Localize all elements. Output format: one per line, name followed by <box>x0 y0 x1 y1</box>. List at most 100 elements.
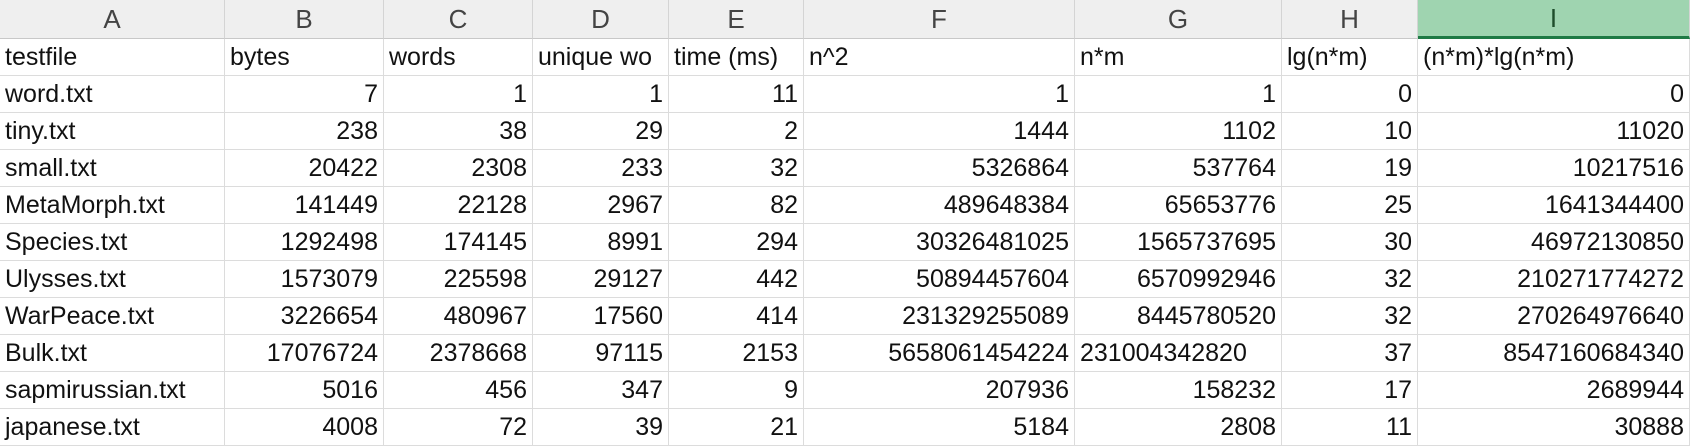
data-cell[interactable]: 10217516 <box>1418 150 1690 187</box>
data-cell[interactable]: 29127 <box>533 261 669 298</box>
data-cell[interactable]: 39 <box>533 409 669 446</box>
header-cell[interactable]: time (ms) <box>669 39 804 76</box>
data-cell[interactable]: 17 <box>1282 372 1418 409</box>
data-cell[interactable]: 0 <box>1282 76 1418 113</box>
data-cell[interactable]: 1 <box>533 76 669 113</box>
column-header-a[interactable]: A <box>0 0 225 39</box>
data-cell[interactable]: 8547160684340 <box>1418 335 1690 372</box>
data-cell[interactable]: 82 <box>669 187 804 224</box>
data-cell[interactable]: 174145 <box>384 224 533 261</box>
data-cell[interactable]: 65653776 <box>1075 187 1282 224</box>
data-cell[interactable]: 1292498 <box>225 224 384 261</box>
data-cell[interactable]: 233 <box>533 150 669 187</box>
data-cell[interactable]: 46972130850 <box>1418 224 1690 261</box>
data-cell[interactable]: 4008 <box>225 409 384 446</box>
data-cell[interactable]: 25 <box>1282 187 1418 224</box>
column-header-c[interactable]: C <box>384 0 533 39</box>
data-cell[interactable]: 238 <box>225 113 384 150</box>
data-cell[interactable]: 11 <box>669 76 804 113</box>
data-cell[interactable]: 8445780520 <box>1075 298 1282 335</box>
column-header-i[interactable]: I <box>1418 0 1690 39</box>
data-cell[interactable]: MetaMorph.txt <box>0 187 225 224</box>
data-cell[interactable]: 1444 <box>804 113 1075 150</box>
data-cell[interactable]: 1573079 <box>225 261 384 298</box>
data-cell[interactable]: 38 <box>384 113 533 150</box>
data-cell[interactable]: 270264976640 <box>1418 298 1690 335</box>
data-cell[interactable]: 17560 <box>533 298 669 335</box>
data-cell[interactable]: Ulysses.txt <box>0 261 225 298</box>
data-cell[interactable]: 1102 <box>1075 113 1282 150</box>
header-cell[interactable]: n^2 <box>804 39 1075 76</box>
data-cell[interactable]: 8991 <box>533 224 669 261</box>
data-cell[interactable]: japanese.txt <box>0 409 225 446</box>
data-cell[interactable]: 537764 <box>1075 150 1282 187</box>
data-cell[interactable]: 347 <box>533 372 669 409</box>
header-cell[interactable]: (n*m)*lg(n*m) <box>1418 39 1690 76</box>
data-cell[interactable]: 2 <box>669 113 804 150</box>
data-cell[interactable]: 210271774272 <box>1418 261 1690 298</box>
data-cell[interactable]: 442 <box>669 261 804 298</box>
data-cell[interactable]: 30326481025 <box>804 224 1075 261</box>
data-cell[interactable]: 2689944 <box>1418 372 1690 409</box>
data-cell[interactable]: 30888 <box>1418 409 1690 446</box>
data-cell[interactable]: 414 <box>669 298 804 335</box>
data-cell[interactable]: 158232 <box>1075 372 1282 409</box>
data-cell[interactable]: 72 <box>384 409 533 446</box>
data-cell[interactable]: 3226654 <box>225 298 384 335</box>
header-cell[interactable]: words <box>384 39 533 76</box>
data-cell[interactable]: small.txt <box>0 150 225 187</box>
data-cell[interactable]: 1 <box>1075 76 1282 113</box>
data-cell[interactable]: 231004342820 <box>1075 335 1282 372</box>
data-cell[interactable]: 141449 <box>225 187 384 224</box>
data-cell[interactable]: 21 <box>669 409 804 446</box>
data-cell[interactable]: 2153 <box>669 335 804 372</box>
header-cell[interactable]: unique wo <box>533 39 669 76</box>
data-cell[interactable]: WarPeace.txt <box>0 298 225 335</box>
header-cell[interactable]: testfile <box>0 39 225 76</box>
data-cell[interactable]: 2378668 <box>384 335 533 372</box>
data-cell[interactable]: 17076724 <box>225 335 384 372</box>
data-cell[interactable]: 7 <box>225 76 384 113</box>
data-cell[interactable]: 50894457604 <box>804 261 1075 298</box>
data-cell[interactable]: 32 <box>1282 261 1418 298</box>
data-cell[interactable]: 5016 <box>225 372 384 409</box>
data-cell[interactable]: 1565737695 <box>1075 224 1282 261</box>
data-cell[interactable]: 29 <box>533 113 669 150</box>
data-cell[interactable]: 30 <box>1282 224 1418 261</box>
data-cell[interactable]: 32 <box>669 150 804 187</box>
data-cell[interactable]: 22128 <box>384 187 533 224</box>
data-cell[interactable]: 6570992946 <box>1075 261 1282 298</box>
data-cell[interactable]: 456 <box>384 372 533 409</box>
data-cell[interactable]: 20422 <box>225 150 384 187</box>
column-header-b[interactable]: B <box>225 0 384 39</box>
data-cell[interactable]: 207936 <box>804 372 1075 409</box>
header-cell[interactable]: bytes <box>225 39 384 76</box>
data-cell[interactable]: 5184 <box>804 409 1075 446</box>
data-cell[interactable]: 489648384 <box>804 187 1075 224</box>
data-cell[interactable]: 2308 <box>384 150 533 187</box>
data-cell[interactable]: sapmirussian.txt <box>0 372 225 409</box>
data-cell[interactable]: 10 <box>1282 113 1418 150</box>
data-cell[interactable]: 1 <box>384 76 533 113</box>
column-header-d[interactable]: D <box>533 0 669 39</box>
data-cell[interactable]: Bulk.txt <box>0 335 225 372</box>
data-cell[interactable]: tiny.txt <box>0 113 225 150</box>
data-cell[interactable]: 2967 <box>533 187 669 224</box>
data-cell[interactable]: 19 <box>1282 150 1418 187</box>
data-cell[interactable]: 11020 <box>1418 113 1690 150</box>
header-cell[interactable]: n*m <box>1075 39 1282 76</box>
data-cell[interactable]: 97115 <box>533 335 669 372</box>
data-cell[interactable]: 294 <box>669 224 804 261</box>
data-cell[interactable]: 32 <box>1282 298 1418 335</box>
data-cell[interactable]: 0 <box>1418 76 1690 113</box>
column-header-h[interactable]: H <box>1282 0 1418 39</box>
data-cell[interactable]: word.txt <box>0 76 225 113</box>
data-cell[interactable]: 9 <box>669 372 804 409</box>
data-cell[interactable]: 1641344400 <box>1418 187 1690 224</box>
data-cell[interactable]: 480967 <box>384 298 533 335</box>
data-cell[interactable]: 2808 <box>1075 409 1282 446</box>
header-cell[interactable]: lg(n*m) <box>1282 39 1418 76</box>
data-cell[interactable]: 11 <box>1282 409 1418 446</box>
column-header-g[interactable]: G <box>1075 0 1282 39</box>
column-header-f[interactable]: F <box>804 0 1075 39</box>
